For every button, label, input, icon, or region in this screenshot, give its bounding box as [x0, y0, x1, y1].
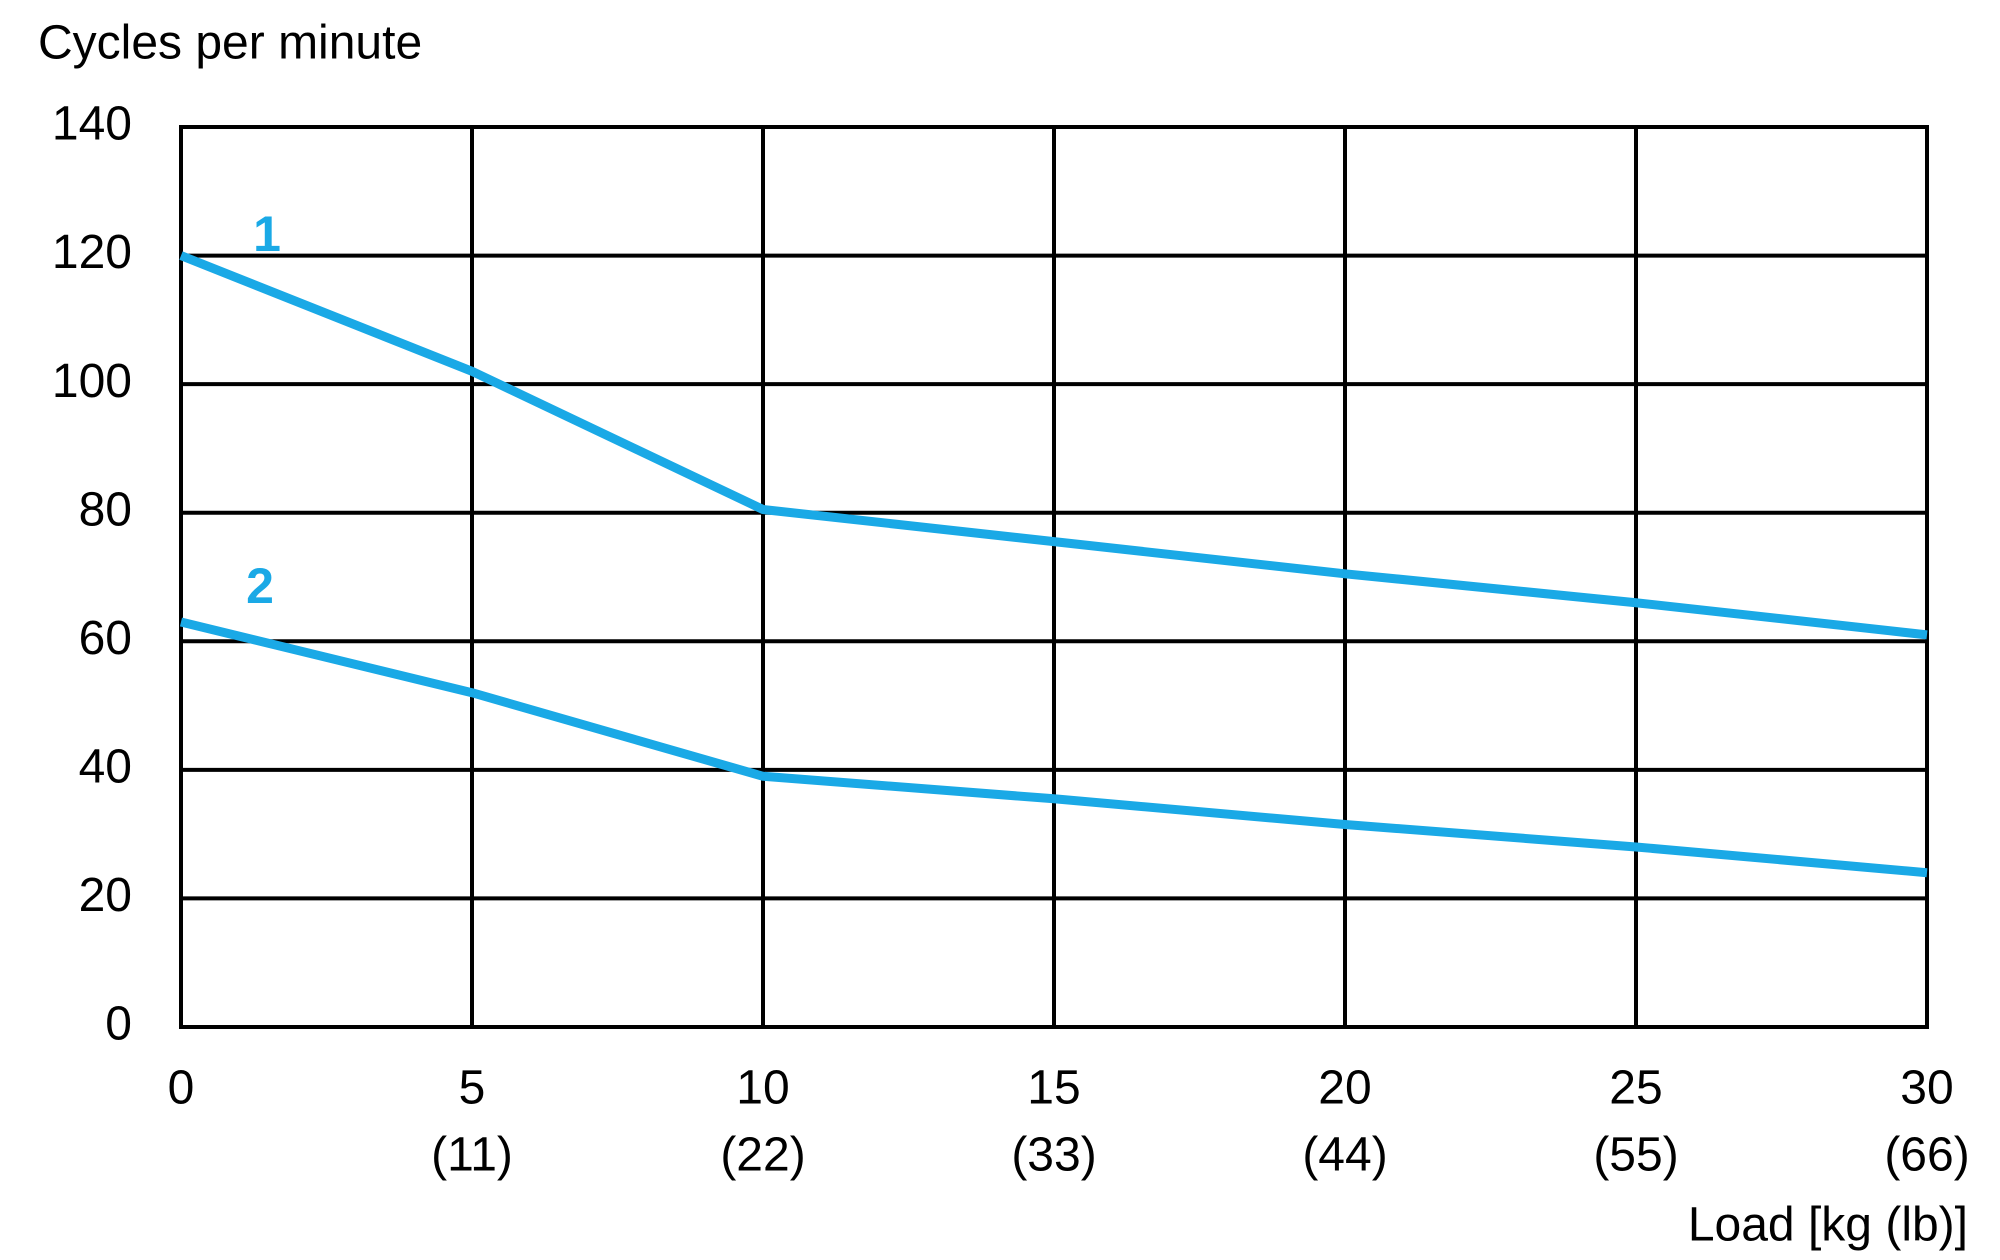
y-tick-label: 60 — [79, 612, 132, 665]
x-tick-label: 15 — [1027, 1062, 1080, 1115]
series-label: 2 — [246, 558, 274, 614]
series-line — [179, 617, 1928, 878]
y-tick-label: 40 — [79, 741, 132, 794]
x-tick-label-lb: (66) — [1884, 1129, 1969, 1182]
series-line — [179, 251, 1928, 640]
y-tick-label: 80 — [79, 483, 132, 536]
x-tick-label: 0 — [168, 1062, 195, 1115]
x-tick-label-lb: (44) — [1302, 1129, 1387, 1182]
x-tick-label-lb: (22) — [720, 1129, 805, 1182]
y-axis-title: Cycles per minute — [38, 17, 422, 70]
x-tick-label: 25 — [1609, 1062, 1662, 1115]
y-tick-label: 100 — [52, 355, 132, 408]
x-tick-label: 30 — [1900, 1062, 1953, 1115]
y-tick-label: 140 — [52, 98, 132, 151]
x-tick-label: 20 — [1318, 1062, 1371, 1115]
y-tick-label: 0 — [105, 998, 132, 1051]
x-tick-label: 5 — [459, 1062, 486, 1115]
x-tick-label-lb: (33) — [1011, 1129, 1096, 1182]
x-tick-label-lb: (55) — [1593, 1129, 1678, 1182]
x-axis-title: Load [kg (lb)] — [1688, 1199, 1968, 1252]
x-tick-label: 10 — [736, 1062, 789, 1115]
y-tick-label: 120 — [52, 226, 132, 279]
series-label: 1 — [253, 206, 281, 262]
y-tick-label: 20 — [79, 869, 132, 922]
x-tick-label-lb: (11) — [431, 1129, 513, 1182]
